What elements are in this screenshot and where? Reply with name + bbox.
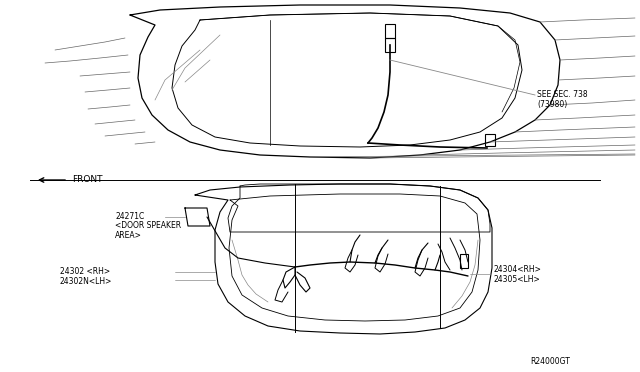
Text: <DOOR SPEAKER
AREA>: <DOOR SPEAKER AREA> xyxy=(115,221,181,240)
Bar xyxy=(385,24,395,38)
Text: 24302 <RH>: 24302 <RH> xyxy=(60,267,110,276)
Text: 24271C: 24271C xyxy=(115,212,144,221)
Text: 24305<LH>: 24305<LH> xyxy=(493,276,540,285)
Text: 24302N<LH>: 24302N<LH> xyxy=(60,278,113,286)
Text: SEE SEC. 738
(73980): SEE SEC. 738 (73980) xyxy=(537,90,588,109)
Bar xyxy=(460,254,468,268)
Text: 24304<RH>: 24304<RH> xyxy=(493,266,541,275)
Text: FRONT: FRONT xyxy=(72,176,102,185)
Bar xyxy=(385,38,395,52)
Text: R24000GT: R24000GT xyxy=(530,357,570,366)
Bar xyxy=(485,134,495,146)
